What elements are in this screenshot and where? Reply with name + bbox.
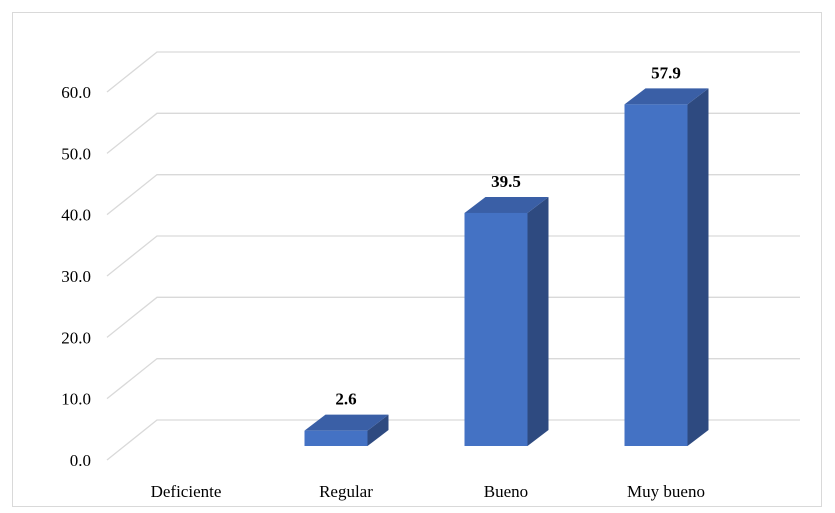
bar-top (624, 88, 709, 105)
category-label: Muy bueno (627, 482, 705, 501)
y-tick-label: 30.0 (61, 267, 91, 286)
bar (624, 88, 709, 446)
bar-top (464, 196, 549, 213)
y-tick-label: 20.0 (61, 328, 91, 347)
data-labels: 2.6 39.5 57.9 (335, 63, 681, 408)
gridline (106, 296, 800, 338)
bar-side (367, 414, 389, 446)
bar-side (527, 196, 549, 446)
bar-front (304, 430, 368, 446)
bar (304, 414, 389, 446)
y-tick-label: 0.0 (70, 451, 91, 470)
y-axis-ticks: 0.0 10.0 20.0 30.0 40.0 50.0 60.0 (61, 83, 91, 470)
category-label: Regular (319, 482, 373, 501)
data-label: 2.6 (335, 390, 356, 409)
gridline (106, 174, 800, 216)
bar (464, 196, 549, 446)
gridlines (106, 51, 800, 461)
category-label: Deficiente (151, 482, 222, 501)
category-label: Bueno (484, 482, 528, 501)
gridline (106, 51, 800, 93)
y-tick-label: 40.0 (61, 206, 91, 225)
gridline (106, 235, 800, 277)
gridline (106, 112, 800, 154)
gridline (106, 358, 800, 400)
gridline (106, 419, 800, 461)
bar-front (464, 212, 528, 446)
bar-front (624, 104, 688, 446)
bar-side (687, 88, 709, 446)
data-label: 57.9 (651, 63, 681, 82)
y-tick-label: 60.0 (61, 83, 91, 102)
bar-top (304, 414, 389, 431)
data-label: 39.5 (491, 172, 521, 191)
y-tick-label: 10.0 (61, 390, 91, 409)
y-tick-label: 50.0 (61, 144, 91, 163)
x-axis-categories: Deficiente Regular Bueno Muy bueno (151, 482, 705, 501)
bars (304, 88, 709, 446)
